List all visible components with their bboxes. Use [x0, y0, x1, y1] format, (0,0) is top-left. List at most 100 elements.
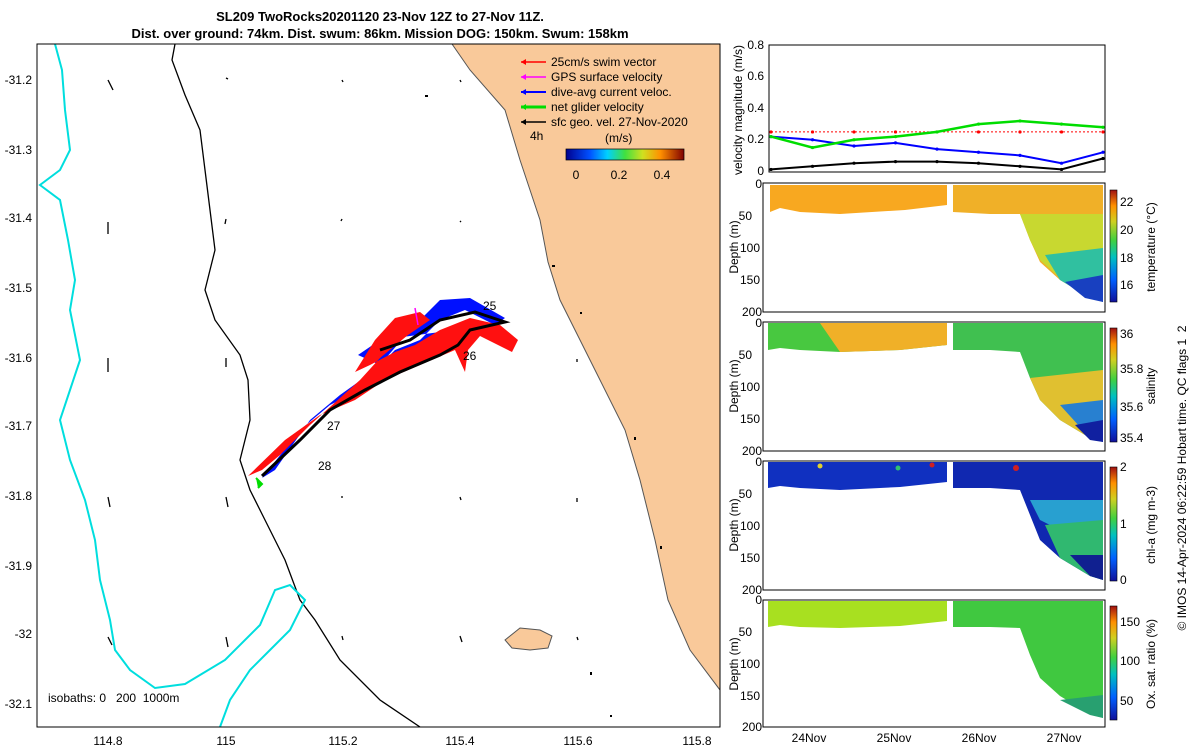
depth-tick: 200: [742, 583, 762, 597]
temperature-panel: [762, 182, 1106, 313]
velocity-point: [893, 160, 898, 164]
velocity-point: [769, 135, 773, 139]
depth-labels: Depth (m) Depth (m) Depth (m) Depth (m): [727, 220, 741, 690]
imos-note: © IMOS 14-Apr-2024 06:22:59 Hobart time.…: [1175, 325, 1189, 630]
map-x-axis: 114.8 115 115.2 115.4 115.6 115.8: [93, 734, 711, 748]
cb-tick: 35.4: [1120, 431, 1144, 445]
colorbar-labels: temperature (°C) salinity chl-a (mg m-3)…: [1144, 202, 1158, 709]
map-x-tick: 115.2: [328, 734, 357, 748]
velocity-point: [976, 161, 981, 165]
map-y-tick: -31.4: [5, 211, 33, 225]
depth-tick: 150: [740, 412, 760, 426]
depth-tick: 200: [742, 444, 762, 458]
depth-label: Depth (m): [727, 359, 741, 412]
speed-colorbar: [565, 148, 685, 161]
velocity-point: [1018, 130, 1022, 134]
velocity-point: [1059, 161, 1064, 165]
depth-tick: 200: [742, 305, 762, 319]
date-tick: 27Nov: [1047, 731, 1082, 745]
depth-tick: 150: [740, 689, 760, 703]
cb-tick: 0.2: [611, 168, 628, 182]
velocity-point: [810, 138, 815, 142]
velocity-point: [852, 144, 856, 148]
cb-label: chl-a (mg m-3): [1144, 486, 1158, 564]
day-label-27: 27: [327, 419, 341, 433]
velocity-point: [852, 138, 856, 142]
velocity-point: [976, 130, 981, 134]
map-x-tick: 115.8: [682, 734, 711, 748]
velocity-point: [935, 160, 939, 164]
section-colorbars: 16 18 20 22 35.4 35.6 35.8 36 0 1 2 50 1…: [1109, 189, 1144, 721]
isobath-200m: [171, 44, 421, 727]
depth-tick: 200: [742, 720, 762, 734]
geo-vector-field: [107, 77, 579, 648]
colorbar-units: (m/s): [605, 131, 632, 145]
chart-subtitle: Dist. over ground: 74km. Dist. swum: 86k…: [131, 26, 629, 41]
map-y-tick: -31.5: [5, 281, 33, 295]
vel-y-tick: 0.6: [747, 69, 764, 83]
day-label-28: 28: [318, 459, 332, 473]
velocity-point: [893, 135, 898, 139]
legend-current: dive-avg current veloc.: [551, 85, 672, 99]
cb-tick: 18: [1120, 251, 1134, 265]
depth-tick: 50: [739, 487, 753, 501]
chlorophyll-panel: [762, 460, 1106, 591]
map-y-tick: -31.2: [5, 73, 33, 87]
map-y-tick: -31.7: [5, 419, 33, 433]
map-x-tick: 115.6: [563, 734, 592, 748]
legend-swim: 25cm/s swim vector: [551, 55, 656, 69]
velocity-point: [1101, 125, 1105, 129]
vel-y-tick: 0: [757, 164, 764, 178]
cb-label: Ox. sat. ratio (%): [1144, 619, 1158, 709]
velocity-point: [1018, 119, 1022, 123]
depth-tick: 100: [740, 519, 760, 533]
depth-tick: 50: [739, 625, 753, 639]
cb-tick: 1: [1120, 517, 1127, 531]
map-y-tick: -32.1: [5, 697, 33, 711]
cb-tick: 35.6: [1120, 400, 1144, 414]
map-y-tick: -32: [15, 627, 33, 641]
velocity-point: [935, 130, 939, 134]
depth-tick: 0: [755, 455, 762, 469]
velocity-point: [935, 147, 939, 151]
depth-tick: 0: [755, 316, 762, 330]
cb-tick: 35.8: [1120, 362, 1144, 376]
legend-geo: sfc geo. vel. 27-Nov-2020: [551, 115, 688, 129]
depth-label: Depth (m): [727, 498, 741, 551]
depth-tick: 100: [740, 657, 760, 671]
depth-tick: 150: [740, 551, 760, 565]
velocity-point: [769, 130, 773, 134]
date-axis: 24Nov 25Nov 26Nov 27Nov: [792, 731, 1082, 745]
vel-y-tick: 0.4: [747, 101, 764, 115]
cb-tick: 36: [1120, 327, 1134, 341]
velocity-point: [893, 141, 898, 145]
date-tick: 25Nov: [877, 731, 912, 745]
cb-tick: 150: [1120, 615, 1140, 629]
velocity-point: [1059, 130, 1064, 134]
swim-vector-band: [248, 312, 518, 476]
depth-label: Depth (m): [727, 220, 741, 273]
cb-tick: 20: [1120, 223, 1134, 237]
land-mass: [451, 44, 720, 691]
isobaths-label: isobaths: 0 200 1000m: [48, 691, 179, 705]
velocity-point: [893, 130, 898, 134]
vel-y-tick: 0.2: [747, 132, 764, 146]
velocity-point: [1059, 167, 1064, 172]
depth-tick: 100: [740, 380, 760, 394]
oxygen-panel: [762, 599, 1106, 728]
cb-label: salinity: [1144, 368, 1158, 405]
velocity-point: [810, 145, 815, 150]
velocity-point: [769, 167, 773, 172]
velocity-point: [1101, 130, 1105, 134]
day-label-26: 26: [463, 349, 477, 363]
map-x-tick: 115.4: [445, 734, 474, 748]
cb-tick: 0: [1120, 573, 1127, 587]
glider-track: [260, 310, 511, 478]
date-tick: 26Nov: [962, 731, 997, 745]
cb-tick: 50: [1120, 694, 1134, 708]
depth-tick: 100: [740, 241, 760, 255]
map-legend: 25cm/s swim vector GPS surface velocity …: [521, 55, 688, 182]
velocity-panel: 0 0.2 0.4 0.6 0.8 velocity magnitude (m/…: [731, 38, 1106, 178]
velocity-point: [810, 164, 815, 168]
